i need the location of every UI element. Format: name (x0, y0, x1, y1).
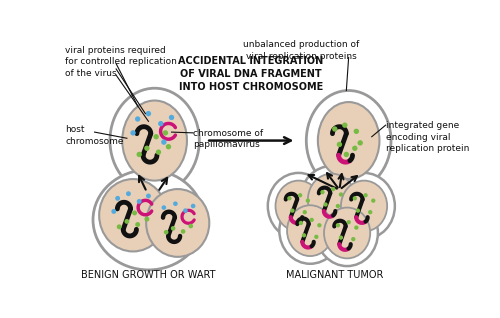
Circle shape (320, 190, 324, 194)
Circle shape (354, 129, 359, 134)
Circle shape (358, 140, 363, 146)
Circle shape (364, 193, 368, 197)
Circle shape (299, 221, 303, 225)
Circle shape (126, 191, 131, 196)
Circle shape (156, 149, 161, 155)
Circle shape (342, 122, 347, 128)
Text: viral proteins required
for controlled replication
of the virus: viral proteins required for controlled r… (66, 46, 177, 78)
Text: host
chromosome: host chromosome (66, 125, 124, 146)
Ellipse shape (287, 205, 333, 256)
Ellipse shape (333, 173, 395, 239)
Ellipse shape (318, 102, 380, 179)
Circle shape (154, 134, 159, 139)
Circle shape (166, 144, 171, 149)
Ellipse shape (316, 200, 378, 266)
Circle shape (171, 226, 175, 231)
Ellipse shape (280, 197, 341, 264)
Circle shape (310, 218, 314, 222)
Circle shape (181, 229, 186, 234)
Circle shape (135, 222, 140, 227)
Circle shape (371, 198, 376, 203)
Circle shape (191, 204, 196, 208)
Circle shape (161, 139, 166, 145)
Text: BENIGN GROWTH OR WART: BENIGN GROWTH OR WART (81, 270, 216, 280)
Circle shape (124, 219, 130, 224)
Ellipse shape (93, 170, 204, 270)
Circle shape (158, 121, 164, 126)
Circle shape (164, 230, 168, 234)
Circle shape (188, 224, 193, 228)
Circle shape (354, 225, 358, 230)
Circle shape (336, 204, 340, 208)
Circle shape (302, 210, 307, 214)
Text: chromosome of
papillomavirus: chromosome of papillomavirus (193, 129, 263, 149)
Circle shape (298, 193, 302, 197)
Ellipse shape (276, 181, 322, 232)
Circle shape (351, 237, 356, 241)
Circle shape (336, 223, 340, 227)
Circle shape (183, 208, 188, 213)
Circle shape (290, 209, 294, 213)
Ellipse shape (268, 173, 330, 239)
Circle shape (112, 209, 116, 214)
Circle shape (314, 235, 318, 239)
Ellipse shape (110, 88, 200, 193)
Circle shape (144, 146, 150, 151)
Circle shape (169, 115, 174, 120)
Circle shape (136, 199, 141, 204)
Circle shape (344, 152, 349, 157)
Circle shape (331, 187, 336, 191)
Text: ACCIDENTAL INTEGRATION
OF VIRAL DNA FRAGMENT
INTO HOST CHROMOSOME: ACCIDENTAL INTEGRATION OF VIRAL DNA FRAG… (178, 56, 324, 92)
Circle shape (332, 126, 338, 132)
Circle shape (336, 142, 342, 147)
Circle shape (116, 224, 121, 229)
Circle shape (306, 198, 310, 203)
Ellipse shape (300, 166, 364, 234)
Circle shape (352, 146, 358, 151)
Circle shape (132, 211, 137, 215)
Circle shape (130, 130, 136, 135)
Circle shape (356, 209, 360, 213)
Circle shape (144, 217, 150, 222)
Ellipse shape (99, 179, 167, 252)
Text: MALIGNANT TUMOR: MALIGNANT TUMOR (286, 270, 384, 280)
Circle shape (352, 196, 357, 200)
Ellipse shape (146, 189, 210, 257)
Circle shape (146, 194, 151, 198)
Text: unbalanced production of
viral replication proteins: unbalanced production of viral replicati… (243, 40, 359, 61)
Circle shape (339, 192, 343, 197)
Circle shape (324, 202, 328, 207)
Ellipse shape (306, 91, 391, 190)
Circle shape (162, 130, 168, 135)
Circle shape (162, 205, 166, 210)
Circle shape (368, 210, 372, 214)
Circle shape (302, 233, 306, 238)
Ellipse shape (122, 100, 187, 181)
Circle shape (346, 220, 351, 224)
Circle shape (136, 152, 142, 157)
Circle shape (115, 196, 120, 201)
Circle shape (135, 116, 140, 122)
Ellipse shape (308, 174, 356, 226)
Circle shape (317, 223, 322, 227)
Text: integrated gene
encoding viral
replication protein: integrated gene encoding viral replicati… (386, 121, 469, 153)
Ellipse shape (324, 208, 370, 259)
Circle shape (287, 196, 292, 200)
Circle shape (146, 111, 151, 116)
Circle shape (339, 235, 343, 240)
Circle shape (173, 201, 178, 206)
Ellipse shape (341, 181, 387, 232)
